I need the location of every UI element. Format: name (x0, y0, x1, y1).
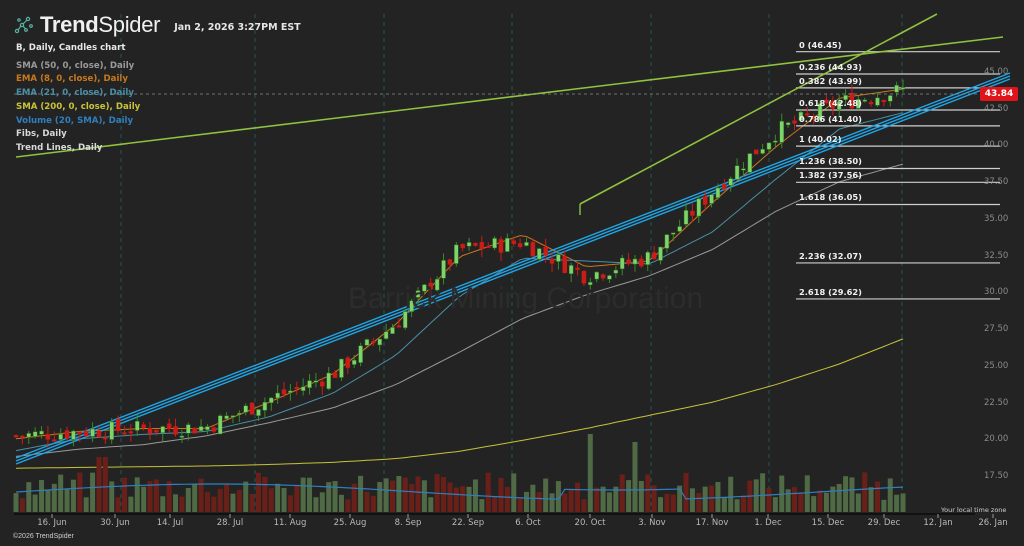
fib-level-label: 1.382 (37.56) (799, 170, 862, 181)
legend-ema-8[interactable]: EMA (8, 0, close), Daily (16, 74, 128, 85)
legend-volume[interactable]: Volume (20, SMA), Daily (16, 115, 134, 126)
copyright: ©2026 TrendSpider (13, 533, 74, 540)
y-tick-label: 20.00 (984, 434, 1009, 445)
legend-ema-21[interactable]: EMA (21, 0, close), Daily (16, 88, 134, 99)
timezone-note: Your local time zone (941, 506, 1007, 514)
x-tick-label: 28. Jul (216, 518, 244, 528)
y-tick-label: 27.50 (984, 324, 1009, 335)
trendspider-logo-icon (14, 16, 33, 34)
y-tick-label: 25.00 (984, 360, 1009, 371)
fib-level-label: 1.618 (36.05) (799, 192, 862, 203)
fib-level-label: 0.236 (44.93) (799, 62, 862, 73)
legend-fibs[interactable]: Fibs, Daily (16, 129, 67, 140)
x-tick-label: 3. Nov (638, 518, 666, 528)
x-tick-label: 14. Jul (156, 518, 184, 528)
x-tick-label: 25. Aug (333, 518, 367, 528)
x-tick-label: 29. Dec (867, 518, 901, 528)
x-tick-label: 17. Nov (695, 518, 729, 528)
y-tick-label: 32.50 (984, 250, 1009, 261)
chart-title[interactable]: B, Daily, Candles chart (16, 43, 126, 53)
indicator-legend: B, Daily, Candles chart SMA (50, 0, clos… (16, 42, 140, 156)
y-tick-label: 37.50 (984, 177, 1009, 188)
fib-level-label: 1 (40.02) (799, 134, 842, 145)
x-tick-label: 11. Aug (273, 518, 307, 528)
x-tick-label: 6. Oct (515, 518, 541, 528)
y-tick-label: 17.50 (984, 471, 1009, 481)
x-tick-label: 1. Dec (754, 518, 782, 528)
volume-bars (13, 434, 906, 512)
brand-header: TrendSpider Jan 2, 2026 3:27PM EST (14, 12, 301, 38)
x-tick-label: 22. Sep (451, 518, 485, 528)
legend-trendlines[interactable]: Trend Lines, Daily (16, 142, 103, 153)
y-tick-label: 45.00 (984, 67, 1009, 77)
x-tick-label: 15. Dec (811, 518, 845, 528)
legend-sma-50[interactable]: SMA (50, 0, close), Daily (16, 60, 135, 71)
x-tick-label: 20. Oct (574, 518, 606, 528)
x-tick-label: 26. Jan (978, 518, 1008, 528)
x-tick-label: 30. Jun (100, 518, 130, 528)
fib-level-label: 0.382 (43.99) (799, 75, 862, 86)
y-tick-label: 22.50 (984, 397, 1009, 408)
fib-level-label: 2.236 (32.07) (799, 250, 862, 261)
y-tick-label: 42.50 (984, 103, 1009, 114)
fib-level-label: 1.236 (38.50) (799, 156, 862, 167)
x-tick-label: 16. Jun (37, 518, 67, 528)
fib-level-label: 0 (46.45) (799, 39, 842, 50)
candlesticks (13, 79, 906, 448)
fib-level-label: 2.618 (29.62) (799, 286, 862, 297)
symbol-watermark: Barrick Mining Corporation (348, 282, 704, 315)
legend-sma-200[interactable]: SMA (200, 0, close), Daily (16, 101, 141, 112)
x-tick-label: 8. Sep (394, 518, 422, 528)
fib-level-label: 0.618 (42.48) (799, 98, 862, 109)
y-tick-label: 40.00 (984, 140, 1009, 151)
x-axis-ticks (51, 514, 994, 518)
chart-datetime: Jan 2, 2026 3:27PM EST (174, 21, 301, 33)
fib-lines (796, 51, 1000, 300)
trendlines (15, 13, 1011, 465)
fib-level-label: 0.786 (41.40) (799, 113, 862, 124)
brand-name: TrendSpider (40, 12, 161, 37)
y-tick-label: 30.00 (984, 287, 1009, 298)
x-tick-label: 12. Jan (923, 518, 953, 528)
y-tick-label: 35.00 (984, 213, 1009, 224)
last-price-badge: 43.84 (980, 87, 1018, 101)
